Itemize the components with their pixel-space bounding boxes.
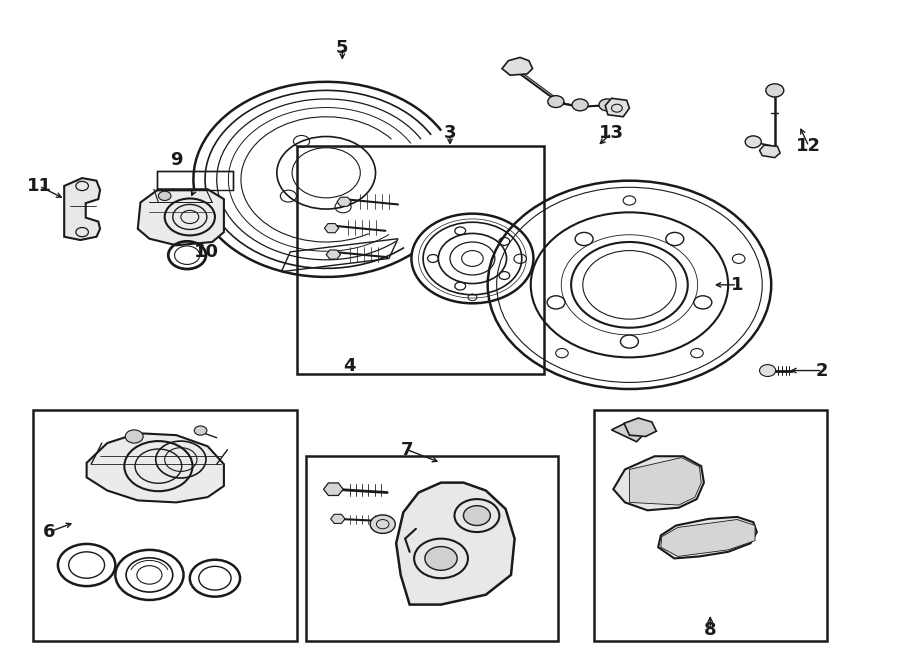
Polygon shape xyxy=(624,418,656,436)
Text: 1: 1 xyxy=(731,276,743,294)
Circle shape xyxy=(158,191,171,201)
Bar xyxy=(306,456,558,641)
Text: 9: 9 xyxy=(170,150,183,169)
Polygon shape xyxy=(605,98,629,117)
Circle shape xyxy=(598,99,615,111)
Polygon shape xyxy=(86,433,224,502)
Circle shape xyxy=(125,430,143,443)
Text: 12: 12 xyxy=(796,138,822,156)
Bar xyxy=(298,146,544,374)
Circle shape xyxy=(194,426,207,435)
Polygon shape xyxy=(629,457,701,505)
Text: 8: 8 xyxy=(704,621,716,639)
Text: 7: 7 xyxy=(400,441,413,459)
Polygon shape xyxy=(502,58,533,75)
Polygon shape xyxy=(396,483,515,604)
Polygon shape xyxy=(760,145,780,158)
Circle shape xyxy=(745,136,761,148)
Text: 6: 6 xyxy=(42,523,55,541)
Polygon shape xyxy=(326,250,340,259)
Polygon shape xyxy=(324,224,338,233)
Text: 11: 11 xyxy=(27,177,51,195)
Text: 13: 13 xyxy=(599,124,624,142)
Polygon shape xyxy=(658,517,757,559)
Polygon shape xyxy=(323,483,343,495)
Text: 5: 5 xyxy=(336,38,348,56)
Circle shape xyxy=(464,506,490,526)
Circle shape xyxy=(766,84,784,97)
Polygon shape xyxy=(613,456,704,510)
Polygon shape xyxy=(611,423,643,442)
Text: 3: 3 xyxy=(444,124,456,142)
Circle shape xyxy=(548,95,564,107)
Polygon shape xyxy=(64,178,100,240)
Circle shape xyxy=(760,365,776,377)
Circle shape xyxy=(572,99,589,111)
Text: 2: 2 xyxy=(816,361,829,379)
Text: 4: 4 xyxy=(343,357,356,375)
Circle shape xyxy=(425,547,457,570)
Circle shape xyxy=(370,515,395,534)
Bar xyxy=(594,410,827,641)
Polygon shape xyxy=(661,520,755,557)
Text: 10: 10 xyxy=(194,243,219,261)
Polygon shape xyxy=(330,514,345,524)
Polygon shape xyxy=(138,189,224,246)
Polygon shape xyxy=(337,197,351,207)
Bar xyxy=(32,410,298,641)
